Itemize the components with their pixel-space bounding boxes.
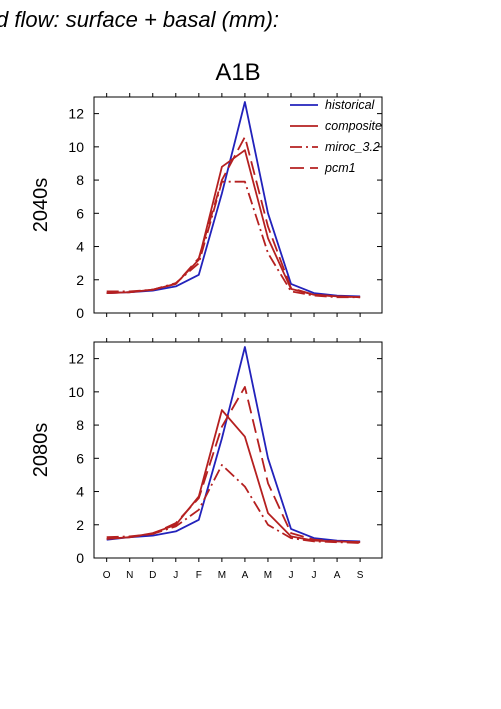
y-tick-label: 12 xyxy=(68,351,84,367)
series-line-composite xyxy=(106,149,361,299)
chart-panel-2080s: 0 2 4 6 8 10 12 O N D J F M A M J J A S 2080s xyxy=(30,338,383,581)
x-tick-label: A xyxy=(242,570,249,581)
y-tick-label: 6 xyxy=(76,205,84,221)
y-tick-label: 0 xyxy=(76,305,84,321)
y-tick-label: 8 xyxy=(76,417,84,433)
legend-label: composite xyxy=(325,119,382,133)
series-line-historical xyxy=(106,101,361,298)
x-tick-label: D xyxy=(149,570,156,581)
x-tick-label: M xyxy=(218,570,226,581)
chart-panel-2040s: 0 2 4 6 8 10 12 2040s historical composite miroc_3… xyxy=(30,93,383,321)
y-tick-label: 2 xyxy=(76,517,84,533)
x-tick-label: N xyxy=(126,570,133,581)
y-tick-label: 0 xyxy=(76,550,84,566)
x-tick-label: O xyxy=(103,570,111,581)
x-tick-label: M xyxy=(264,570,272,581)
y-tick-label: 6 xyxy=(76,450,84,466)
series-line-miroc-3-2 xyxy=(106,180,361,299)
x-tick-label: F xyxy=(196,570,202,581)
series-line-historical xyxy=(106,346,361,543)
legend-label: historical xyxy=(325,98,376,112)
x-tick-label: J xyxy=(173,570,178,581)
row-label: 2080s xyxy=(30,423,52,478)
figure-header: d flow: surface + basal (mm): xyxy=(0,7,279,32)
series-line-pcm1 xyxy=(106,385,361,544)
chart-panels: 0 2 4 6 8 10 12 2040s historical composite miroc_3… xyxy=(30,93,383,581)
scenario-title: A1B xyxy=(215,59,260,86)
x-tick-label: A xyxy=(334,570,341,581)
y-tick-label: 10 xyxy=(68,139,84,155)
y-tick-label: 8 xyxy=(76,172,84,188)
series-line-pcm1 xyxy=(106,135,361,299)
y-tick-label: 10 xyxy=(68,384,84,400)
y-tick-label: 12 xyxy=(68,106,84,122)
series-line-miroc-3-2 xyxy=(106,464,361,544)
x-tick-label: J xyxy=(288,570,293,581)
plot-frame xyxy=(93,96,383,314)
legend-label: miroc_3.2 xyxy=(325,140,380,154)
y-tick-label: 4 xyxy=(76,239,84,255)
legend-label: pcm1 xyxy=(324,161,356,175)
x-tick-label: S xyxy=(357,570,364,581)
row-label: 2040s xyxy=(30,178,52,233)
x-tick-label: J xyxy=(312,570,317,581)
plot-frame xyxy=(93,341,383,559)
y-tick-label: 4 xyxy=(76,484,84,500)
legend: historical composite miroc_3.2 pcm1 xyxy=(290,98,382,175)
y-tick-label: 2 xyxy=(76,272,84,288)
